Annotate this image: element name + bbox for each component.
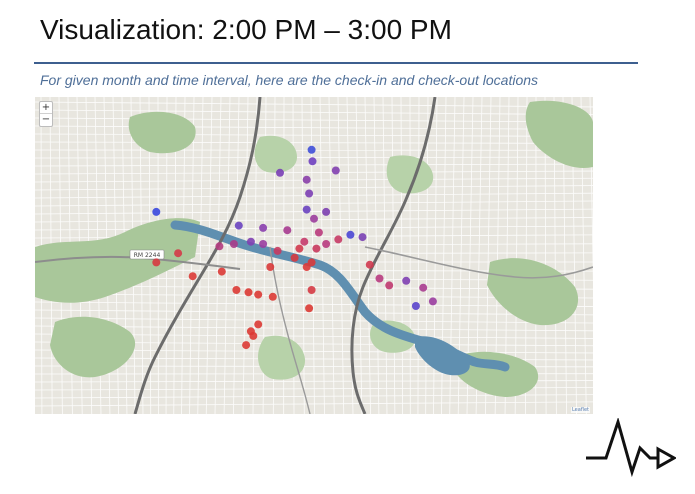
road-east — [364, 246, 593, 279]
location-marker[interactable] — [254, 320, 263, 329]
location-marker[interactable] — [259, 223, 268, 232]
highway-interstate — [350, 97, 437, 414]
road-south — [269, 246, 311, 414]
title-divider — [34, 62, 638, 64]
map-tiles[interactable]: RM 2244 — [35, 97, 593, 414]
slide-title: Visualization: 2:00 PM – 3:00 PM — [40, 14, 452, 45]
location-marker[interactable] — [411, 302, 420, 310]
slide-subtitle: For given month and time interval, here … — [40, 72, 539, 88]
location-marker[interactable] — [174, 249, 183, 258]
river — [170, 220, 510, 376]
park-east — [487, 258, 579, 326]
location-marker[interactable] — [188, 272, 197, 281]
zoom-out-button[interactable]: − — [41, 114, 51, 125]
location-marker[interactable] — [308, 157, 317, 166]
park-cemetery — [386, 155, 434, 194]
highway-loop — [133, 97, 262, 414]
location-marker[interactable] — [302, 263, 311, 271]
location-marker[interactable] — [365, 260, 374, 269]
location-marker[interactable] — [402, 276, 411, 285]
zoom-control: + − — [39, 101, 53, 127]
location-marker[interactable] — [322, 240, 331, 248]
location-marker[interactable] — [217, 267, 226, 276]
location-marker[interactable] — [229, 240, 238, 248]
location-marker[interactable] — [232, 286, 241, 294]
heartbeat-logo-icon — [586, 418, 676, 478]
location-marker[interactable] — [302, 175, 311, 184]
road-label-rm2244: RM 2244 — [134, 252, 161, 259]
marker-layer — [152, 145, 437, 350]
location-marker[interactable] — [259, 240, 268, 248]
park-northeast — [525, 100, 593, 168]
location-marker[interactable] — [419, 283, 428, 292]
location-marker[interactable] — [295, 244, 304, 253]
location-marker[interactable] — [314, 228, 323, 237]
location-marker[interactable] — [305, 304, 314, 313]
location-marker[interactable] — [244, 288, 253, 297]
zoom-in-button[interactable]: + — [40, 102, 52, 114]
location-marker[interactable] — [300, 237, 309, 246]
location-marker[interactable] — [152, 258, 161, 267]
location-marker[interactable] — [215, 242, 224, 251]
location-marker[interactable] — [334, 235, 343, 244]
location-marker[interactable] — [346, 230, 355, 239]
park-southcentral — [258, 335, 306, 380]
location-marker[interactable] — [283, 226, 292, 235]
location-marker[interactable] — [268, 292, 277, 301]
location-marker[interactable] — [290, 253, 299, 262]
location-marker[interactable] — [331, 166, 340, 175]
location-marker[interactable] — [302, 205, 311, 214]
location-marker[interactable] — [428, 297, 437, 306]
map-attribution[interactable]: Leaflet — [570, 407, 590, 413]
location-marker[interactable] — [276, 168, 284, 177]
location-marker[interactable] — [375, 274, 384, 283]
shield-label: RM 2244 — [129, 249, 165, 260]
location-marker[interactable] — [234, 221, 243, 230]
map-view[interactable]: RM 2244 + − Leaflet — [35, 97, 593, 414]
location-marker[interactable] — [246, 237, 255, 246]
location-marker[interactable] — [266, 263, 275, 271]
location-marker[interactable] — [254, 290, 263, 299]
park-northwest — [128, 111, 196, 154]
park-west — [35, 218, 200, 303]
location-marker[interactable] — [312, 244, 321, 253]
lady-bird-lake-east — [415, 336, 470, 376]
park-north — [254, 135, 297, 173]
location-marker[interactable] — [242, 341, 251, 350]
location-marker[interactable] — [358, 233, 367, 242]
location-marker[interactable] — [249, 331, 258, 340]
location-marker[interactable] — [152, 207, 161, 216]
location-marker[interactable] — [310, 214, 318, 223]
colorado-river — [170, 220, 510, 372]
location-marker[interactable] — [307, 145, 316, 154]
location-marker[interactable] — [273, 246, 282, 255]
highways — [35, 97, 593, 414]
location-marker[interactable] — [385, 281, 394, 290]
location-marker[interactable] — [322, 207, 331, 216]
park-southwest — [50, 316, 136, 378]
location-marker[interactable] — [305, 189, 314, 198]
location-marker[interactable] — [307, 286, 316, 294]
